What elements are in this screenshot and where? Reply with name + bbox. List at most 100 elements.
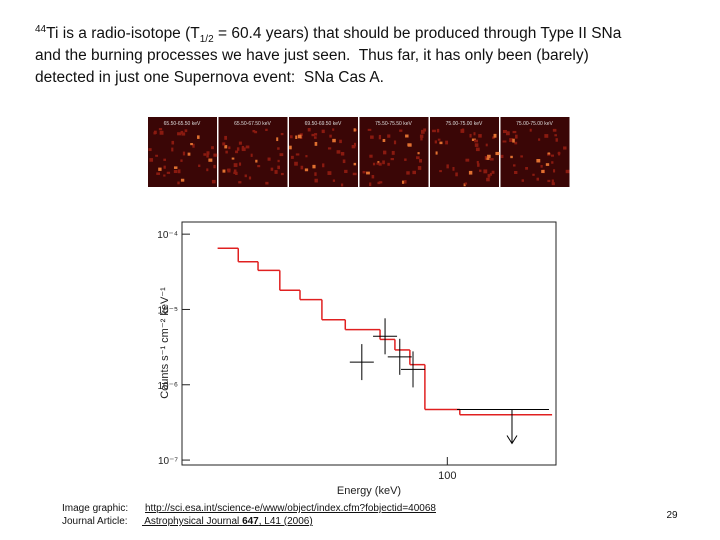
- noise: [166, 171, 171, 174]
- noise: [322, 163, 325, 168]
- text: 647: [242, 516, 259, 527]
- noise: [387, 134, 391, 138]
- limit-arrow: [506, 409, 518, 445]
- noise: [547, 179, 551, 183]
- noise: [474, 143, 479, 147]
- noise: [227, 168, 231, 173]
- noise: [340, 152, 345, 156]
- noise: [471, 138, 476, 142]
- noise: [171, 147, 174, 152]
- noise: [435, 151, 438, 155]
- noise: [491, 170, 495, 174]
- noise: [382, 160, 385, 165]
- noise: [250, 153, 253, 157]
- noise: [406, 171, 410, 175]
- noise: [255, 159, 258, 163]
- noise: [512, 138, 515, 143]
- noise: [378, 136, 382, 140]
- noise: [551, 182, 555, 186]
- text-line: detected in just one Supernova event: SN…: [35, 69, 384, 86]
- noise: [327, 171, 332, 175]
- noise: [311, 133, 315, 137]
- noise: [393, 140, 397, 145]
- noise: [238, 141, 242, 145]
- noise: [211, 179, 216, 184]
- noise: [300, 165, 304, 170]
- noise: [554, 134, 557, 137]
- noise: [536, 177, 540, 181]
- text-line: and the burning processes we have just s…: [35, 47, 589, 64]
- noise: [547, 152, 551, 155]
- noise: [479, 169, 482, 172]
- noise: [222, 169, 226, 173]
- noise: [436, 128, 440, 133]
- link[interactable]: Astrophysical Journal 647, L41 (2006): [142, 516, 313, 527]
- noise: [563, 146, 567, 150]
- noise: [180, 130, 184, 134]
- noise: [502, 129, 507, 134]
- noise: [158, 128, 163, 131]
- noise: [487, 174, 491, 178]
- noise: [173, 170, 178, 174]
- panel-label: 69.50-69.50 keV: [305, 121, 342, 127]
- noise: [544, 134, 549, 138]
- noise: [465, 158, 470, 162]
- noise: [314, 178, 318, 183]
- noise: [213, 153, 218, 157]
- noise: [321, 129, 325, 134]
- image-strip: 65.50-65.50 keV 65.50-67.50 keV 69.50-69.5…: [148, 117, 570, 187]
- noise: [233, 171, 237, 175]
- noise: [423, 128, 427, 132]
- noise: [245, 145, 250, 149]
- noise: [489, 172, 492, 176]
- noise: [277, 159, 280, 163]
- noise: [500, 154, 504, 159]
- noise: [279, 153, 284, 157]
- noise: [536, 158, 541, 163]
- noise: [418, 159, 423, 163]
- noise: [376, 162, 379, 165]
- noise: [486, 157, 490, 160]
- noise: [520, 155, 523, 158]
- noise: [233, 163, 238, 168]
- noise: [213, 164, 216, 169]
- noise: [314, 141, 318, 146]
- noise: [211, 146, 214, 150]
- noise: [551, 161, 554, 164]
- noise: [206, 151, 210, 155]
- image-panel: [430, 117, 499, 187]
- noise: [224, 145, 228, 149]
- noise: [550, 154, 554, 157]
- noise: [529, 128, 532, 132]
- noise: [378, 162, 382, 166]
- noise: [265, 128, 268, 131]
- plot: 10⁻⁴ 10⁻⁵ 10⁻⁶ 10⁻⁷ 100: [157, 230, 553, 482]
- noise: [473, 132, 476, 136]
- noise: [336, 150, 341, 154]
- noise: [353, 142, 357, 147]
- noise: [464, 182, 468, 185]
- link[interactable]: http://sci.esa.int/science-e/www/object/…: [145, 503, 436, 514]
- noise: [551, 179, 554, 184]
- noise: [446, 164, 449, 169]
- footer-label: Image graphic:: [62, 503, 128, 514]
- noise: [512, 130, 517, 134]
- noise: [489, 158, 494, 161]
- noise: [192, 143, 195, 148]
- noise: [244, 174, 247, 178]
- footer-label: Journal Article:: [62, 516, 128, 527]
- noise: [280, 172, 284, 176]
- noise: [492, 136, 495, 139]
- noise: [305, 155, 308, 158]
- noise: [372, 162, 376, 166]
- noise: [502, 140, 507, 143]
- superscript: 44: [35, 24, 47, 35]
- noise: [377, 181, 381, 185]
- noise: [353, 128, 356, 132]
- noise: [252, 129, 256, 133]
- noise: [474, 139, 479, 143]
- text-line: 44Ti is a radio-isotope (T1/2 = 60.4 yea…: [35, 24, 622, 45]
- noise: [270, 167, 274, 171]
- noise: [295, 153, 300, 156]
- noise: [257, 165, 261, 168]
